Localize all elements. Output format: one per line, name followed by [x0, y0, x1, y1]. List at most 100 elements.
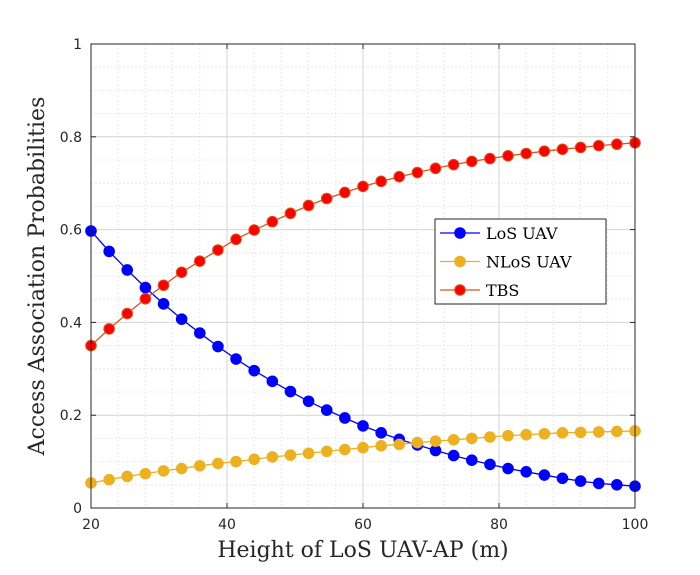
data-point-los-uav [157, 298, 170, 310]
data-point-nlos-uav [248, 453, 260, 466]
data-point-tbs [266, 215, 279, 228]
data-point-nlos-uav [357, 441, 369, 454]
data-point-nlos-uav [212, 457, 224, 470]
data-point-tbs [357, 180, 369, 193]
y-tick-label: 0.6 [60, 223, 82, 239]
data-point-nlos-uav [447, 433, 460, 446]
legend-entry-tbs: TBS [440, 281, 519, 300]
data-point-nlos-uav [611, 425, 623, 438]
data-point-tbs [592, 139, 605, 152]
y-tick-label: 1 [73, 37, 82, 53]
data-point-los-uav [230, 353, 242, 365]
x-tick-label: 60 [354, 517, 372, 533]
data-point-tbs [556, 143, 569, 156]
data-point-nlos-uav [411, 436, 424, 449]
data-point-nlos-uav [538, 427, 551, 440]
data-point-los-uav [466, 454, 478, 467]
y-tick-label: 0.2 [60, 408, 82, 424]
data-point-nlos-uav [466, 432, 478, 445]
data-point-los-uav [502, 462, 514, 475]
data-point-nlos-uav [556, 427, 569, 439]
data-point-nlos-uav [157, 465, 170, 477]
data-point-nlos-uav [230, 455, 242, 468]
data-point-los-uav [611, 479, 623, 491]
data-point-tbs [447, 158, 460, 171]
y-axis-title: Access Association Probabilities [25, 97, 50, 457]
data-point-los-uav [339, 412, 351, 424]
data-point-los-uav [175, 313, 188, 325]
data-point-tbs [320, 192, 333, 205]
data-point-tbs [157, 279, 170, 292]
data-point-nlos-uav [393, 438, 406, 451]
data-point-nlos-uav [103, 473, 115, 486]
data-point-los-uav [103, 245, 115, 258]
legend-label-los-uav: LoS UAV [486, 224, 558, 243]
data-point-tbs [212, 244, 224, 256]
legend: LoS UAV NLoS UAV TBS [434, 218, 607, 305]
legend-entry-nlos-uav: NLoS UAV [440, 253, 572, 272]
data-point-tbs [502, 150, 514, 162]
data-point-los-uav [248, 364, 260, 377]
data-point-tbs [484, 152, 496, 165]
data-point-nlos-uav [339, 443, 351, 456]
data-point-los-uav [574, 475, 587, 487]
data-point-tbs [103, 323, 115, 335]
data-point-tbs [302, 199, 315, 212]
data-point-nlos-uav [520, 428, 533, 441]
x-tick-label: 100 [622, 517, 649, 533]
data-point-tbs [339, 186, 351, 199]
data-point-nlos-uav [194, 459, 206, 472]
data-point-nlos-uav [266, 451, 279, 463]
data-point-tbs [139, 292, 152, 305]
data-point-los-uav [556, 472, 569, 485]
x-tick-label: 40 [218, 517, 236, 533]
data-point-los-uav [121, 264, 134, 276]
legend-marker-nlos-uav [454, 255, 466, 268]
data-point-los-uav [538, 469, 551, 481]
data-point-los-uav [212, 340, 224, 353]
data-point-los-uav [484, 458, 496, 471]
legend-entry-los-uav: LoS UAV [440, 224, 558, 243]
data-point-nlos-uav [592, 426, 605, 438]
data-point-tbs [574, 141, 587, 154]
data-point-tbs [248, 224, 260, 236]
series-layer [85, 137, 641, 492]
legend-marker-tbs [454, 284, 466, 296]
series-nlos-uav [85, 425, 641, 489]
legend-label-tbs: TBS [486, 281, 519, 300]
data-point-tbs [520, 147, 533, 160]
data-point-los-uav [375, 427, 387, 439]
data-point-tbs [611, 138, 623, 151]
data-point-los-uav [520, 466, 533, 478]
data-point-tbs [284, 207, 297, 220]
legend-marker-los-uav [454, 227, 466, 239]
data-point-nlos-uav [284, 449, 297, 461]
data-point-los-uav [592, 477, 605, 490]
data-point-tbs [466, 155, 478, 168]
data-point-tbs [429, 162, 442, 175]
data-point-los-uav [266, 375, 279, 388]
data-point-los-uav [194, 327, 206, 339]
y-tick-label: 0.4 [60, 315, 82, 331]
data-point-los-uav [447, 449, 460, 462]
data-point-nlos-uav [574, 426, 587, 439]
data-point-nlos-uav [484, 431, 496, 443]
x-tick-label: 20 [82, 517, 100, 533]
data-point-los-uav [320, 404, 333, 416]
series-los-uav [85, 225, 641, 492]
data-point-tbs [375, 175, 387, 188]
data-point-los-uav [139, 281, 152, 294]
data-point-nlos-uav [302, 447, 315, 460]
data-point-nlos-uav [375, 440, 387, 452]
series-tbs [85, 137, 641, 352]
data-point-tbs [230, 233, 242, 246]
data-point-nlos-uav [320, 445, 333, 458]
data-point-nlos-uav [139, 467, 152, 480]
data-point-nlos-uav [429, 435, 442, 447]
x-axis-title: Height of LoS UAV-AP (m) [217, 538, 508, 563]
data-point-tbs [538, 145, 551, 157]
y-tick-label: 0 [73, 501, 82, 517]
data-point-tbs [121, 307, 134, 320]
